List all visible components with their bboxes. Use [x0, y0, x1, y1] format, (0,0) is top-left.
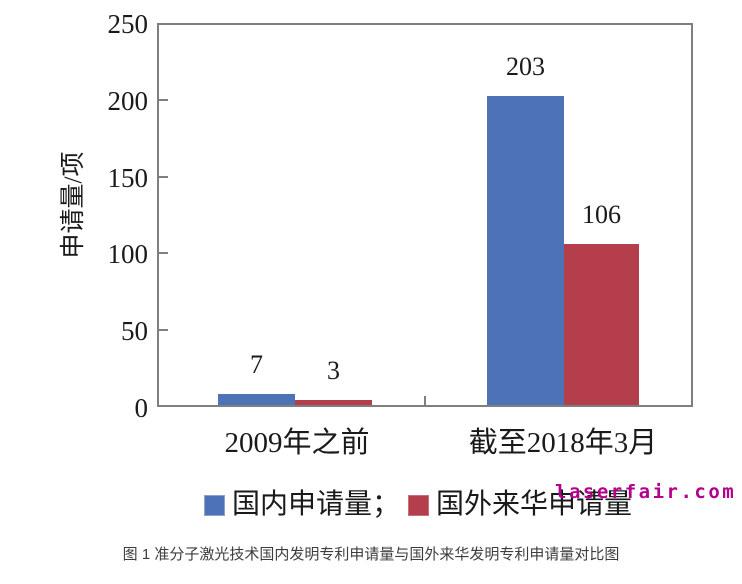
bar-value-foreign-2009: 3 — [327, 356, 340, 385]
y-tick-mark-50 — [159, 329, 168, 331]
legend-swatch-foreign-icon — [408, 494, 430, 516]
y-tick-label-100: 100 — [107, 239, 149, 269]
bar-domestic-2018 — [487, 96, 564, 405]
bar-domestic-2009 — [218, 394, 295, 405]
x-category-until-2018: 截至2018年3月 — [468, 427, 658, 459]
legend-label-foreign: 国外来华申请量 — [436, 489, 633, 520]
bar-value-domestic-2018: 203 — [506, 52, 545, 81]
bar-value-foreign-2018: 106 — [582, 200, 621, 229]
chart-legend: 国内申请量； 国外来华申请量 — [204, 489, 632, 521]
watermark-laserfair: laserfair.com — [555, 481, 737, 503]
y-tick-mark-100 — [159, 252, 168, 254]
y-tick-mark-150 — [159, 176, 168, 178]
y-tick-label-250: 250 — [107, 9, 149, 39]
legend-item-foreign: 国外来华申请量 — [408, 489, 632, 521]
y-tick-mark-200 — [159, 99, 168, 101]
figure-caption: 图 1 准分子激光技术国内发明专利申请量与国外来华发明专利申请量对比图 — [122, 546, 620, 563]
legend-label-domestic: 国内申请量； — [232, 489, 401, 520]
bar-value-domestic-2009: 7 — [250, 350, 263, 379]
y-tick-label-50: 50 — [121, 316, 148, 346]
plot-area: 7 3 203 106 — [157, 23, 693, 407]
x-category-before-2009: 2009年之前 — [224, 427, 370, 459]
legend-item-domestic: 国内申请量； — [204, 489, 400, 521]
y-axis-title: 申请量/项 — [60, 151, 87, 259]
legend-swatch-domestic-icon — [204, 494, 225, 516]
x-tick-mark-category-divider — [424, 396, 426, 405]
y-tick-label-150: 150 — [107, 163, 149, 193]
y-tick-label-200: 200 — [107, 86, 149, 116]
bar-foreign-2009 — [295, 400, 372, 405]
y-tick-label-0: 0 — [134, 393, 149, 423]
bar-foreign-2018 — [564, 244, 639, 405]
